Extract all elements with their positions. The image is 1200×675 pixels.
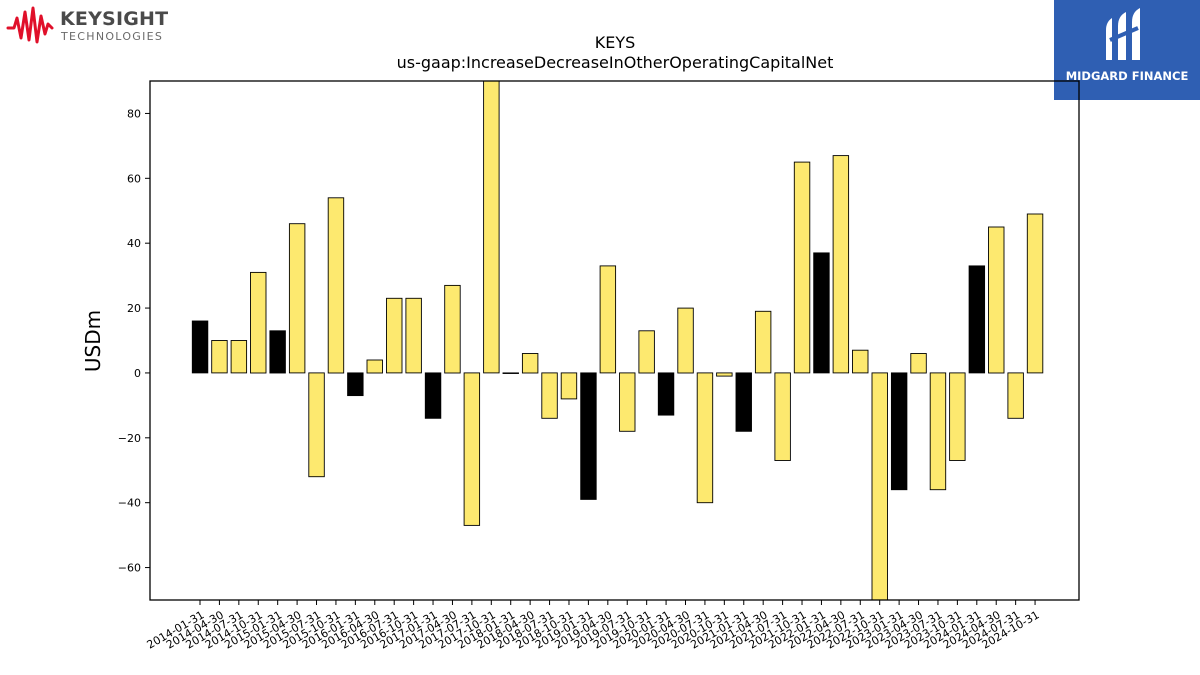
bar-2024-07-31 (1007, 372, 1024, 419)
keysight-wave-icon (6, 6, 54, 44)
bar-2017-01-31 (424, 372, 442, 419)
chart-title: KEYS (595, 33, 636, 52)
chart-subtitle: us-gaap:IncreaseDecreaseInOtherOperating… (397, 53, 834, 72)
bar-2024-01-31 (968, 265, 986, 374)
keysight-brand-name: KEYSIGHT (60, 8, 169, 30)
bar-2018-07-31 (541, 372, 558, 419)
bar-2020-10-31 (716, 372, 733, 377)
bar-2015-07-31 (308, 372, 325, 478)
bar-2014-10-31 (250, 271, 267, 374)
midgard-mark-icon (1106, 8, 1140, 60)
bar-2017-04-30 (444, 284, 461, 374)
bar-2019-10-31 (638, 330, 655, 374)
bar-2021-04-30 (754, 310, 772, 374)
bars-group (191, 80, 1044, 601)
bar-2016-01-31 (347, 372, 364, 397)
bar-2020-01-31 (657, 372, 675, 416)
bar-2020-04-30 (677, 307, 694, 374)
x-axis: 2014-01-312014-04-302014-07-312014-10-31… (145, 600, 1042, 652)
y-axis-label: USDm (81, 310, 105, 372)
bar-2023-04-30 (910, 353, 927, 374)
bar-2023-07-31 (929, 372, 947, 491)
bar-2021-01-31 (735, 372, 752, 432)
bar-2017-07-31 (463, 372, 481, 526)
bar-2023-01-31 (890, 372, 908, 491)
bar-2022-04-30 (832, 155, 850, 374)
y-axis: −60 −40 −20 0 20 40 60 80 (118, 107, 150, 575)
bar-2015-04-30 (288, 223, 306, 374)
y-tick-label: 60 (127, 172, 141, 185)
bar-2024-04-30 (988, 226, 1005, 374)
plot-frame (149, 80, 1080, 601)
y-tick-label: −60 (118, 562, 141, 575)
bar-2019-04-30 (599, 265, 617, 374)
bar-2016-10-31 (405, 297, 422, 374)
keysight-logo: KEYSIGHT TECHNOLOGIES (6, 6, 176, 46)
y-tick-label: 0 (134, 367, 141, 380)
bar-2015-01-31 (269, 330, 286, 374)
midgard-brand-name: MIDGARD FINANCE (1065, 69, 1189, 83)
bar-2016-07-31 (386, 297, 403, 374)
bar-2024-10-31 (1026, 213, 1044, 374)
bar-2023-10-31 (949, 372, 966, 461)
bar-2017-10-31 (483, 80, 500, 374)
bar-2022-01-31 (813, 252, 830, 374)
bar-2019-01-31 (580, 372, 597, 500)
bar-2014-07-31 (230, 340, 248, 374)
bar-2018-10-31 (560, 372, 578, 400)
y-tick-label: −20 (118, 432, 141, 445)
keysight-brand-sub: TECHNOLOGIES (61, 30, 164, 43)
bar-2020-07-31 (696, 372, 714, 504)
bar-2015-10-31 (327, 197, 345, 374)
bar-2018-01-31 (502, 372, 519, 374)
bar-2014-04-30 (211, 340, 228, 374)
y-tick-label: −40 (118, 497, 141, 510)
bar-2021-07-31 (774, 372, 791, 461)
y-tick-label: 80 (127, 107, 141, 120)
bar-2019-07-31 (619, 372, 636, 432)
bar-2018-04-30 (521, 353, 539, 374)
bar-2021-10-31 (793, 161, 811, 374)
y-tick-label: 40 (127, 237, 141, 250)
bar-2014-01-31 (191, 320, 209, 374)
bar-2022-07-31 (852, 349, 869, 374)
bar-2016-04-30 (366, 359, 383, 374)
y-tick-label: 20 (127, 302, 141, 315)
midgard-finance-logo: MIDGARD FINANCE (1054, 0, 1200, 100)
bar-2022-10-31 (871, 372, 888, 601)
